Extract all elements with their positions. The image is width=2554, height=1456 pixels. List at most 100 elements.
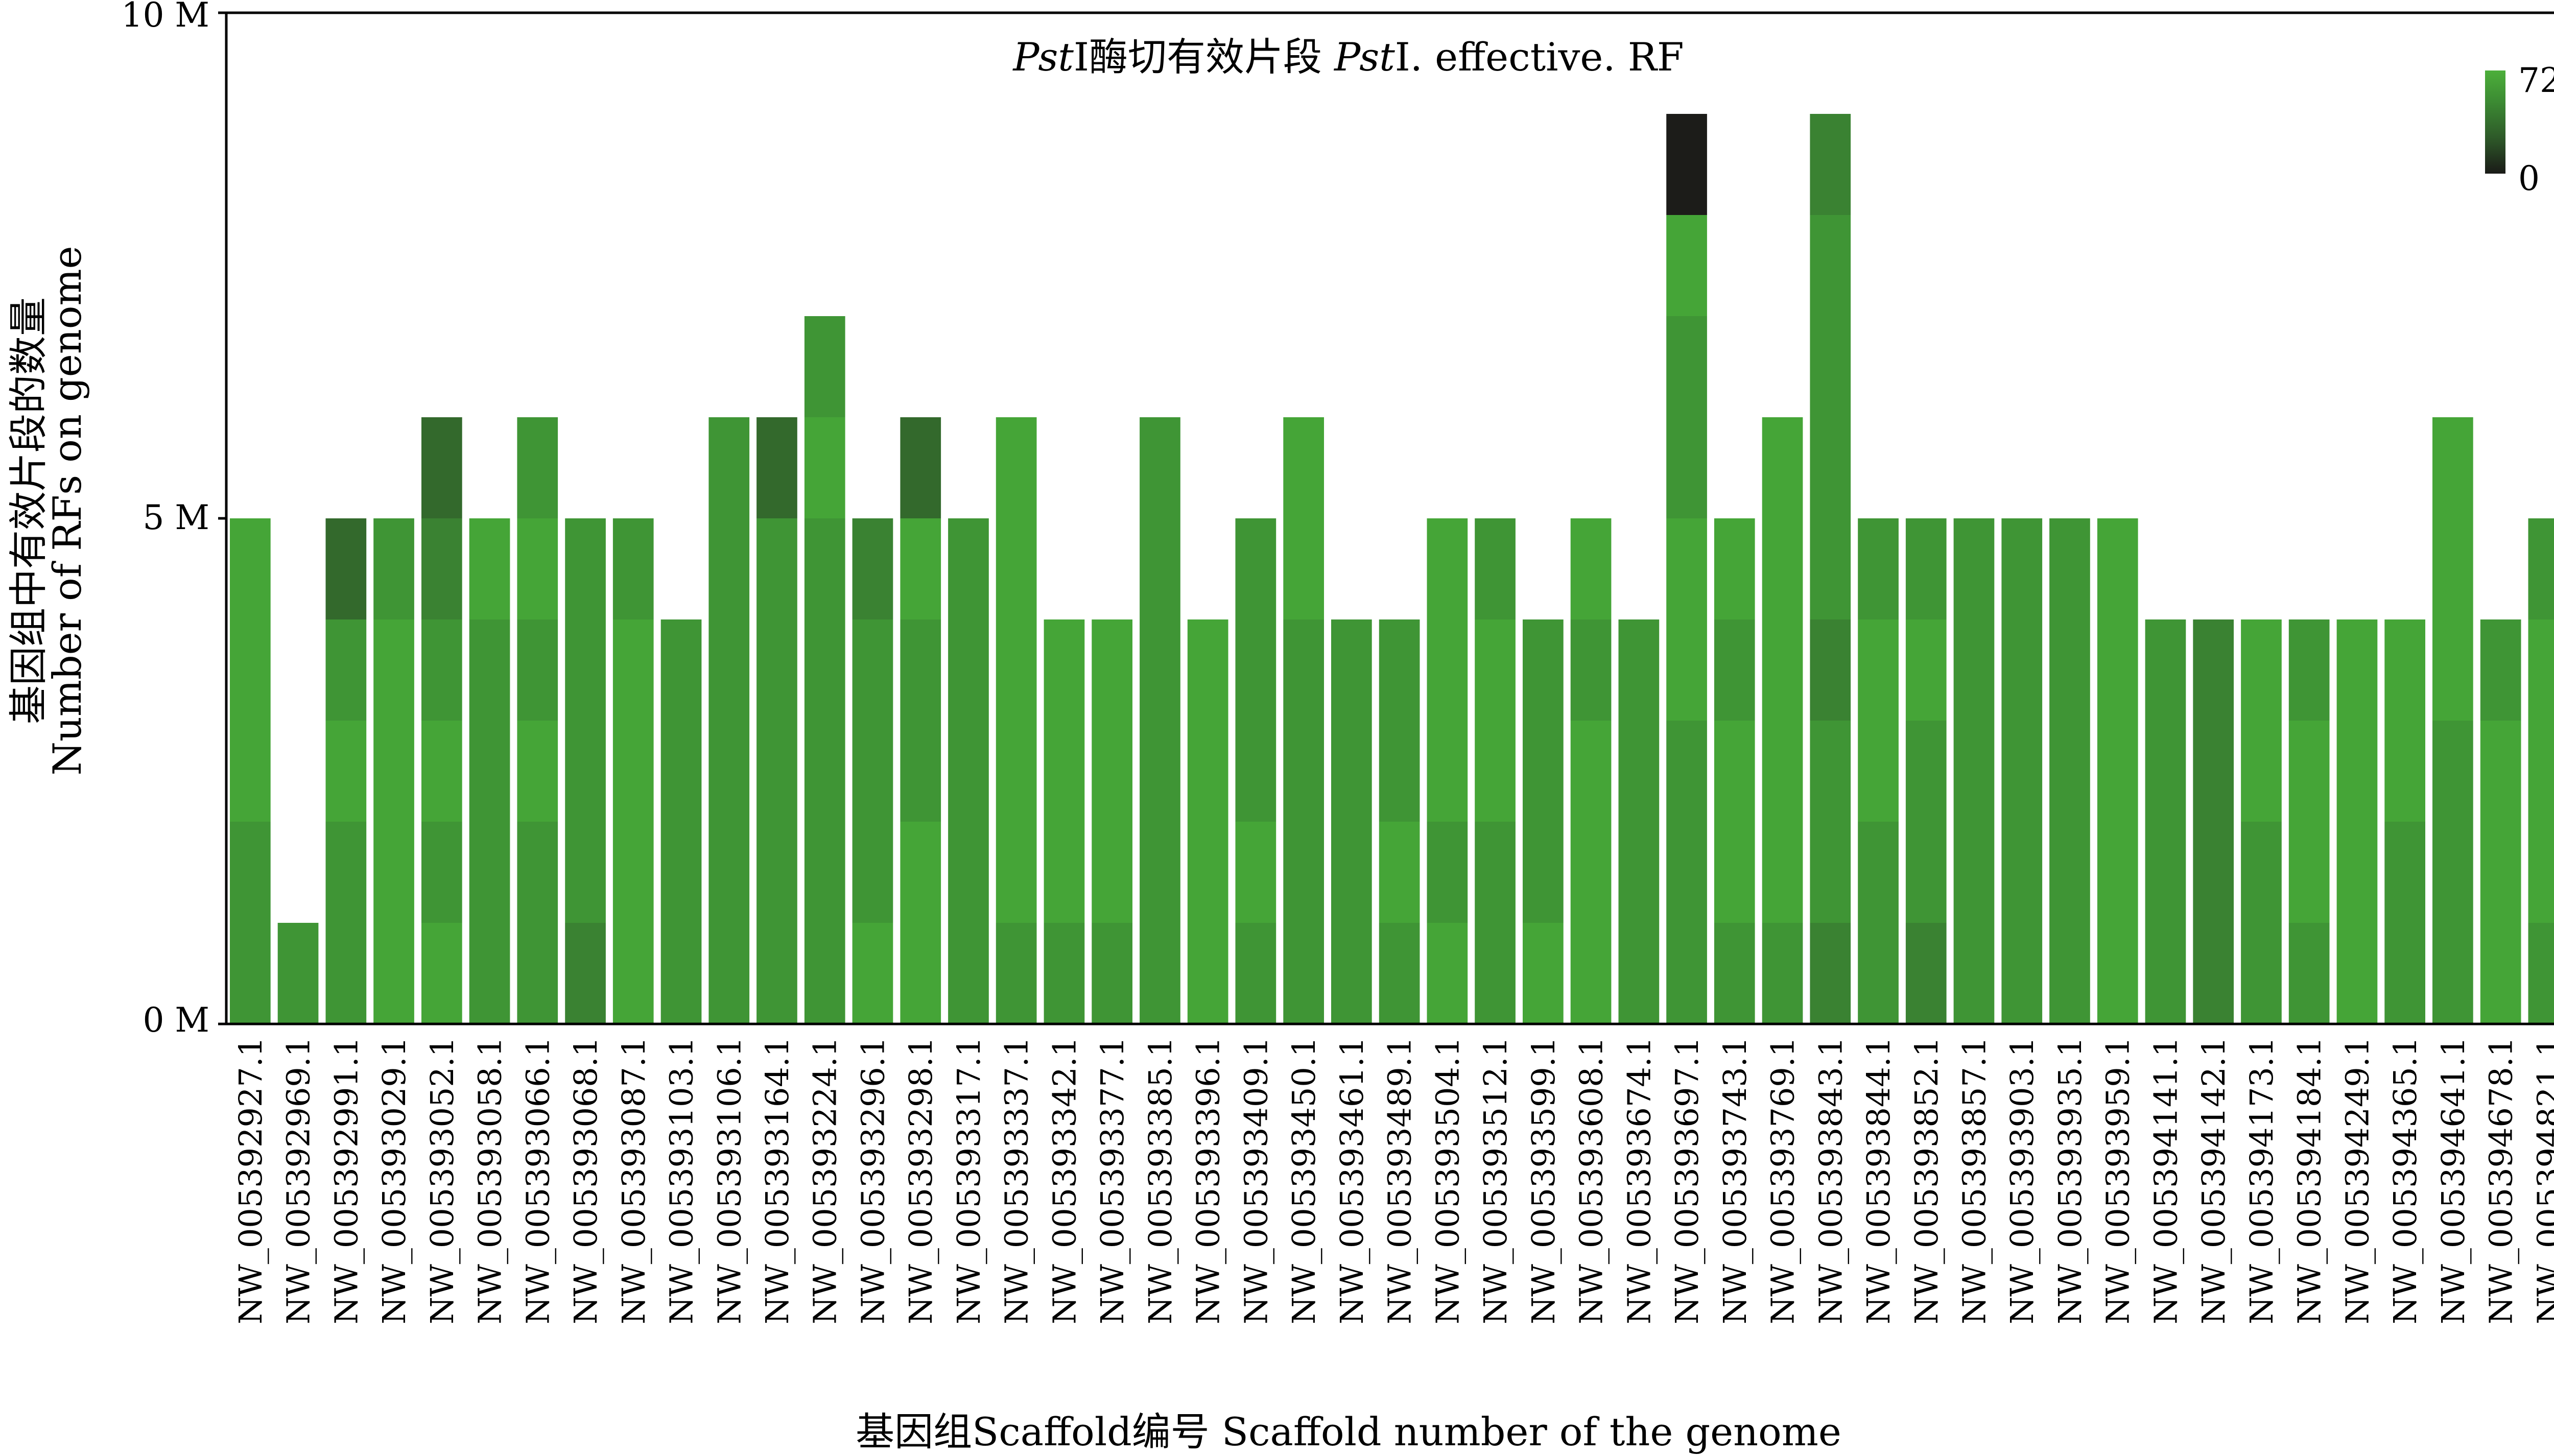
plot-title-text-1: I酶切有效片段 [1074, 34, 1334, 80]
x-tick-label-45: NW_005394249.1 [2338, 1037, 2376, 1324]
x-tick-label-25: NW_005393489.1 [1381, 1037, 1418, 1324]
bar-segment-48-3 [2480, 721, 2521, 822]
bar-segment-37-1 [1953, 923, 1995, 1024]
bar-segment-40-1 [2097, 923, 2138, 1024]
bar-segment-3-3 [325, 721, 367, 822]
bar-segment-22-2 [1235, 822, 1276, 923]
bar-segment-16-2 [948, 822, 989, 923]
bar-segment-13-5 [804, 518, 845, 619]
bar-segment-40-4 [2097, 619, 2138, 721]
bar-segment-33-1 [1762, 923, 1803, 1024]
bar-segment-20-1 [1140, 923, 1180, 1024]
bar-segment-23-4 [1283, 619, 1324, 721]
bar-segment-35-2 [1858, 822, 1899, 923]
bar-segment-23-6 [1283, 417, 1324, 518]
bar-segment-34-3 [1810, 721, 1851, 822]
bar-segment-7-4 [517, 619, 558, 721]
bar-segment-36-3 [1905, 721, 1947, 822]
bar-segment-21-2 [1187, 822, 1228, 923]
bar-segment-27-5 [1475, 518, 1516, 619]
bar-segment-27-3 [1475, 721, 1516, 822]
bar-segment-30-1 [1618, 923, 1660, 1024]
bar-segment-47-5 [2432, 518, 2473, 619]
bars-group [230, 114, 2554, 1024]
bar-segment-42-2 [2193, 822, 2234, 923]
bar-segment-7-3 [517, 721, 558, 822]
bar-segment-22-4 [1235, 619, 1276, 721]
bar-segment-37-4 [1953, 619, 1995, 721]
bar-segment-1-3 [230, 721, 271, 822]
x-tick-label-47: NW_005394641.1 [2434, 1037, 2472, 1324]
x-tick-label-7: NW_005393066.1 [519, 1037, 556, 1324]
bar-segment-3-5 [325, 518, 367, 619]
bar-segment-29-5 [1570, 518, 1612, 619]
x-tick-label-24: NW_005393461.1 [1333, 1037, 1370, 1324]
y-tick-label-10: 10 M [121, 0, 209, 35]
bar-segment-28-2 [1523, 822, 1564, 923]
bar-segment-16-4 [948, 619, 989, 721]
x-tick-label-35: NW_005393844.1 [1860, 1037, 1897, 1324]
bar-segment-29-1 [1570, 923, 1612, 1024]
bar-segment-8-3 [565, 721, 606, 822]
x-tick-label-8: NW_005393068.1 [567, 1037, 604, 1324]
bar-segment-7-6 [517, 417, 558, 518]
bar-segment-47-1 [2432, 923, 2473, 1024]
bar-segment-39-1 [2049, 923, 2090, 1024]
x-tick-label-46: NW_005394365.1 [2386, 1037, 2424, 1324]
bar-segment-14-5 [852, 518, 893, 619]
bar-segment-6-1 [469, 923, 510, 1024]
bar-segment-28-4 [1523, 619, 1564, 721]
bar-segment-31-1 [1666, 923, 1707, 1024]
y-tick-label-0: 0 M [143, 1000, 209, 1040]
bar-segment-46-2 [2384, 822, 2425, 923]
bar-segment-5-6 [421, 417, 462, 518]
bar-segment-8-2 [565, 822, 606, 923]
x-tick-label-19: NW_005393377.1 [1094, 1037, 1131, 1324]
bar-segment-31-4 [1666, 619, 1707, 721]
bar-segment-3-2 [325, 822, 367, 923]
bar-segment-31-6 [1666, 417, 1707, 518]
bar-segment-7-2 [517, 822, 558, 923]
bar-segment-4-2 [373, 822, 414, 923]
plot-title-text-2: I. effective. RF [1395, 34, 1684, 80]
bar-segment-33-4 [1762, 619, 1803, 721]
bar-segment-11-2 [708, 822, 750, 923]
bar-segment-38-1 [2001, 923, 2043, 1024]
bar-segment-14-2 [852, 822, 893, 923]
bar-segment-31-5 [1666, 518, 1707, 619]
bar-segment-26-4 [1427, 619, 1468, 721]
bar-segment-2-1 [277, 923, 319, 1024]
bar-segment-41-2 [2145, 822, 2186, 923]
bar-segment-17-3 [996, 721, 1037, 822]
bar-segment-5-4 [421, 619, 462, 721]
x-tick-label-36: NW_005393852.1 [1908, 1037, 1945, 1324]
bar-segment-10-1 [660, 923, 702, 1024]
bar-segment-33-3 [1762, 721, 1803, 822]
bar-segment-7-5 [517, 518, 558, 619]
x-tick-label-9: NW_005393087.1 [615, 1037, 652, 1324]
bar-segment-49-3 [2528, 721, 2554, 822]
bar-segment-49-2 [2528, 822, 2554, 923]
bar-segment-32-5 [1714, 518, 1755, 619]
bar-segment-36-4 [1905, 619, 1947, 721]
bar-segment-14-1 [852, 923, 893, 1024]
bar-segment-15-5 [900, 518, 941, 619]
bar-segment-40-5 [2097, 518, 2138, 619]
bar-segment-16-3 [948, 721, 989, 822]
bar-segment-23-5 [1283, 518, 1324, 619]
bar-segment-36-5 [1905, 518, 1947, 619]
x-tick-label-49: NW_005394821.1 [2530, 1037, 2554, 1324]
bar-segment-46-1 [2384, 923, 2425, 1024]
x-tick-label-10: NW_005393103.1 [663, 1037, 700, 1324]
x-tick-label-40: NW_005393959.1 [2099, 1037, 2137, 1324]
x-tick-label-13: NW_005393224.1 [807, 1037, 844, 1324]
x-tick-label-17: NW_005393337.1 [998, 1037, 1035, 1324]
bar-segment-33-2 [1762, 822, 1803, 923]
bar-segment-10-2 [660, 822, 702, 923]
x-tick-label-34: NW_005393843.1 [1812, 1037, 1849, 1324]
bar-segment-15-6 [900, 417, 941, 518]
bar-segment-13-7 [804, 316, 845, 417]
bar-segment-45-3 [2336, 721, 2378, 822]
x-tick-label-20: NW_005393385.1 [1142, 1037, 1179, 1324]
bar-segment-42-4 [2193, 619, 2234, 721]
